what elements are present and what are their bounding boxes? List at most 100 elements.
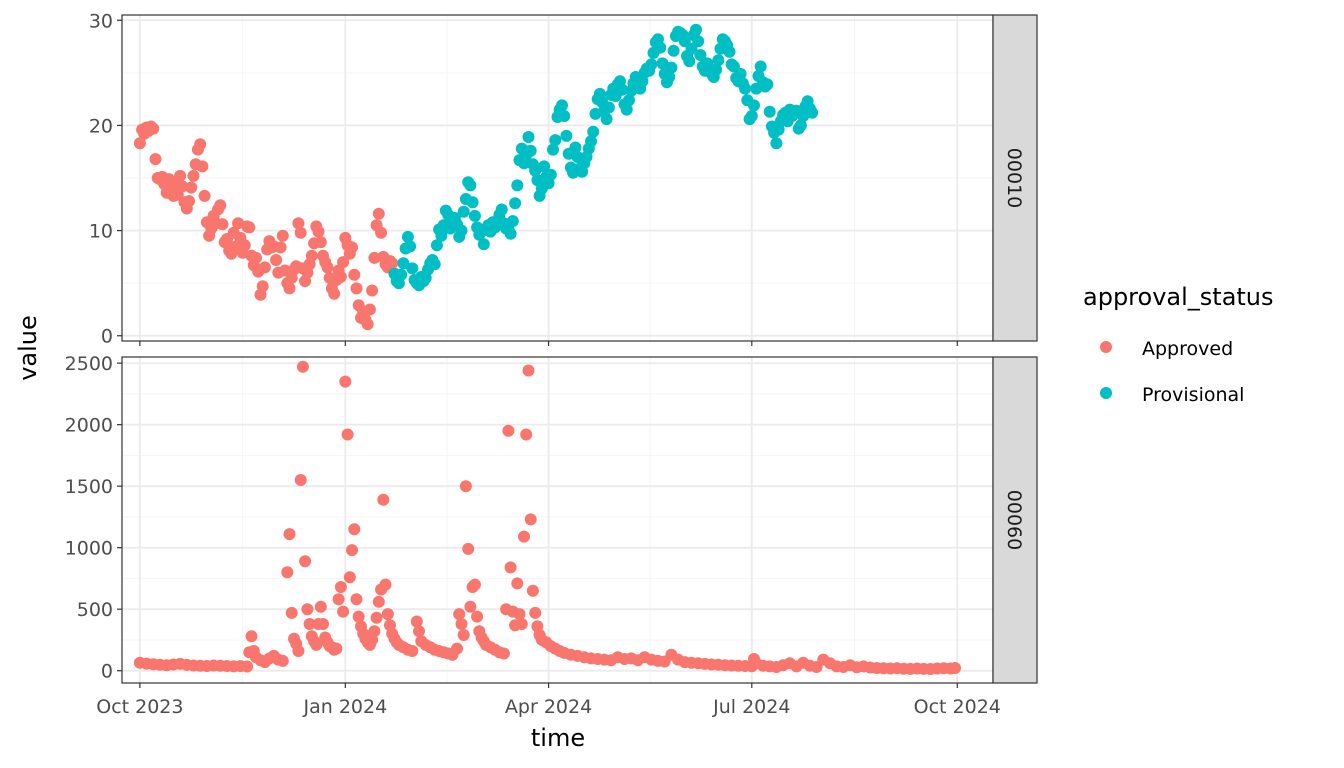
y-tick-label: 1000 (65, 538, 113, 560)
x-axis: Oct 2023 Jan 2024 Apr 2024 Jul 2024 Oct 2024 (96, 696, 1001, 718)
data-point-approved (520, 428, 533, 441)
data-point-provisional (468, 209, 481, 222)
data-point-provisional (620, 103, 633, 116)
data-point-approved (314, 236, 327, 249)
data-point-approved (377, 493, 390, 506)
legend-key-provisional (1100, 387, 1112, 399)
data-point-provisional (763, 105, 776, 118)
data-point-provisional (395, 268, 408, 281)
data-point-approved (386, 257, 399, 270)
data-point-approved (379, 578, 392, 591)
facet-strip (992, 356, 1038, 684)
data-point-approved (292, 217, 305, 230)
data-point-approved (515, 618, 528, 630)
data-point-approved (312, 225, 325, 238)
data-point-approved (147, 122, 160, 135)
data-point-approved (314, 600, 327, 613)
data-point-provisional (645, 58, 658, 71)
data-point-approved (372, 207, 385, 220)
data-point-provisional (712, 54, 725, 67)
data-point-approved (276, 229, 289, 242)
data-point-approved (381, 608, 394, 621)
data-point-provisional (794, 119, 807, 132)
data-point-provisional (694, 49, 707, 61)
data-point-provisional (600, 113, 613, 126)
data-point-approved (285, 606, 298, 619)
data-point-provisional (511, 179, 524, 192)
data-point-approved (339, 375, 352, 388)
data-point-provisional (734, 67, 747, 80)
y-axis-title: value (14, 315, 42, 381)
y-tick-label: 2500 (65, 353, 113, 375)
data-point-provisional (428, 258, 441, 271)
data-point-approved (274, 241, 287, 254)
data-point-approved (363, 303, 376, 316)
data-point-approved (317, 618, 329, 630)
data-point-approved (468, 578, 481, 591)
data-point-approved (196, 160, 209, 173)
data-point-provisional (560, 129, 573, 142)
data-point-approved (337, 605, 350, 618)
data-point-approved (464, 600, 477, 613)
panel-00010: 0 10 20 30 00010 (89, 10, 1038, 348)
data-point-approved (149, 153, 162, 166)
y-tick-label: 20 (89, 115, 113, 137)
data-point-approved (258, 261, 271, 274)
data-point-approved (198, 189, 211, 202)
data-point-approved (232, 217, 245, 230)
legend-key-approved (1100, 341, 1112, 353)
y-tick-label: 1500 (65, 476, 113, 498)
data-point-approved (334, 581, 347, 593)
y-tick-label: 30 (89, 10, 113, 32)
data-point-provisional (406, 262, 419, 275)
x-tick-label: Jul 2024 (712, 696, 790, 718)
x-tick-label: Oct 2024 (914, 696, 1001, 718)
data-point-provisional (495, 203, 508, 216)
facet-strip-label: 00010 (1003, 148, 1025, 208)
facet-strip (992, 14, 1038, 342)
data-point-provisional (524, 144, 537, 157)
data-point-approved (471, 610, 484, 623)
data-point-provisional (430, 239, 443, 252)
data-point-approved (296, 360, 309, 373)
x-tick-label: Oct 2023 (96, 696, 183, 718)
data-point-approved (375, 226, 388, 239)
data-point-provisional (504, 227, 517, 240)
data-point-provisional (656, 57, 669, 70)
data-point-provisional (739, 82, 752, 95)
data-point-approved (174, 169, 187, 182)
y-tick-label: 2000 (65, 415, 113, 437)
data-point-approved (187, 169, 200, 182)
data-point-approved (241, 660, 254, 673)
data-point-approved (283, 282, 296, 295)
data-point-approved (183, 195, 195, 208)
data-point-provisional (522, 131, 535, 143)
data-point-approved (346, 544, 358, 557)
data-point-approved (301, 603, 314, 616)
data-point-approved (216, 218, 229, 231)
data-point-approved (413, 625, 425, 638)
data-point-provisional (667, 44, 680, 57)
data-point-provisional (404, 240, 417, 253)
data-point-provisional (665, 61, 678, 74)
panel-00060: 0 500 1000 1500 2000 2500 00060 (65, 353, 1038, 688)
data-point-approved (299, 555, 312, 568)
data-point-approved (526, 584, 539, 597)
data-point-approved (292, 645, 305, 657)
data-point-provisional (569, 141, 582, 154)
data-point-provisional (547, 143, 559, 156)
data-point-approved (524, 513, 537, 526)
panel-background (122, 357, 993, 683)
data-point-provisional (556, 99, 568, 112)
data-point-approved (245, 630, 258, 643)
data-point-provisional (602, 101, 615, 114)
data-point-approved (328, 287, 341, 300)
data-point-provisional (770, 137, 783, 150)
data-point-approved (294, 226, 307, 239)
data-point-approved (250, 251, 262, 264)
legend-title: approval_status (1083, 283, 1274, 311)
data-point-approved (303, 618, 316, 630)
y-tick-label: 500 (77, 599, 113, 621)
data-point-approved (410, 615, 423, 628)
